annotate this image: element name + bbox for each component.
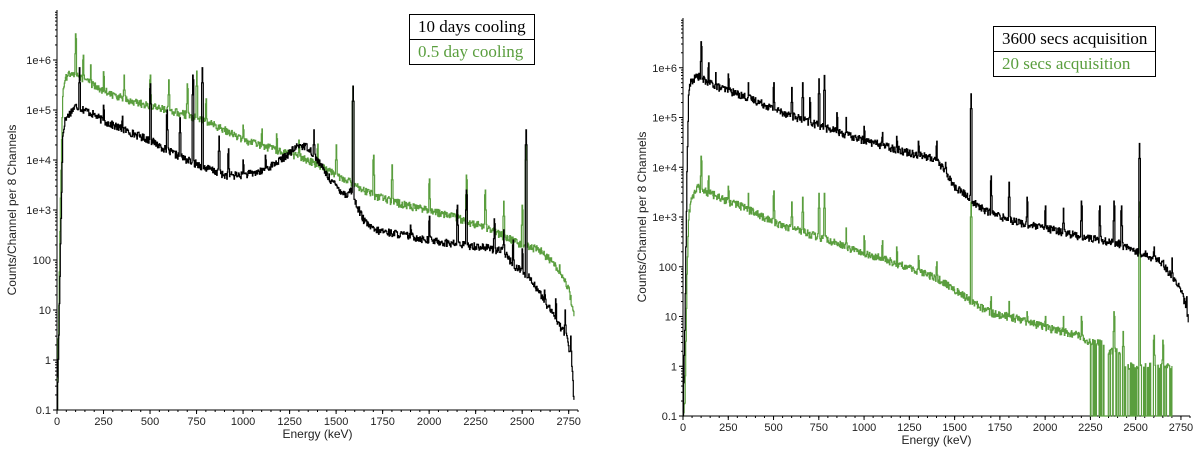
y-tick-label: 1 — [671, 361, 677, 373]
y-tick-label: 100 — [33, 255, 51, 267]
y-tick-label: 100 — [659, 262, 677, 274]
y-tick-label: 1e+4 — [652, 162, 677, 174]
x-tick-label: 0 — [54, 416, 60, 428]
y-tick-label: 1e+3 — [652, 212, 677, 224]
legend-entry-10-days: 10 days cooling — [418, 17, 526, 36]
y-axis-title: Counts/Channel per 8 Channels — [5, 125, 19, 296]
right-chart-panel: 0.1 1 10 100 1e+3 1e+4 1e+5 1e+6 0 250 500 750 1000 1… — [630, 0, 1198, 456]
x-tick-label: 2250 — [463, 416, 487, 428]
x-tick-label: 2000 — [417, 416, 441, 428]
x-tick-label: 500 — [141, 416, 159, 428]
x-tick-label: 2750 — [1169, 422, 1193, 434]
legend-entry-20-secs: 20 secs acquisition — [994, 51, 1156, 76]
legend-entry-3600-secs: 3600 secs acquisition — [1002, 29, 1148, 48]
x-tick-label: 250 — [94, 416, 112, 428]
x-tick-label: 500 — [764, 422, 782, 434]
x-axis-title: Energy (keV) — [901, 433, 971, 447]
y-tick-label: 1e+6 — [26, 55, 51, 67]
right-legend: 3600 secs acquisition 20 secs acquisitio… — [993, 26, 1157, 77]
x-tick-label: 2500 — [1123, 422, 1147, 434]
y-tick-label: 10 — [665, 312, 677, 324]
x-tick-label: 1000 — [231, 416, 255, 428]
x-tick-label: 750 — [810, 422, 828, 434]
y-tick-label: 1e+5 — [26, 105, 51, 117]
y-tick-label: 10 — [39, 305, 51, 317]
x-tick-label: 750 — [187, 416, 205, 428]
y-tick-label: 1e+5 — [652, 113, 677, 125]
y-tick-label: 0.1 — [36, 405, 51, 417]
y-tick-label: 1 — [45, 355, 51, 367]
x-tick-label: 2250 — [1078, 422, 1102, 434]
left-spectrum-chart: 0.1 1 10 100 1e+3 1e+4 1e+5 1e+6 0 250 500 750 1000 1… — [5, 10, 581, 441]
x-tick-label: 1250 — [897, 422, 921, 434]
x-axis-title: Energy (keV) — [282, 427, 352, 441]
x-tick-label: 0 — [680, 422, 686, 434]
series-line-3600-secs-acquisition — [682, 41, 1189, 417]
y-tick-label: 1e+3 — [26, 205, 51, 217]
x-tick-label: 1750 — [370, 416, 394, 428]
x-tick-label: 1500 — [942, 422, 966, 434]
series-line-0-5-day-cooling — [57, 33, 575, 411]
series-line-10-days-cooling — [57, 67, 575, 411]
left-legend: 10 days cooling 0.5 day cooling — [409, 14, 535, 65]
x-tick-label: 2500 — [510, 416, 534, 428]
x-tick-label: 2000 — [1033, 422, 1057, 434]
x-tick-label: 1000 — [852, 422, 876, 434]
x-tick-label: 1750 — [988, 422, 1012, 434]
x-tick-label: 2750 — [556, 416, 580, 428]
y-axis-title: Counts/Channel per 8 Channels — [635, 132, 649, 303]
y-tick-label: 1e+4 — [26, 155, 51, 167]
right-spectrum-chart: 0.1 1 10 100 1e+3 1e+4 1e+5 1e+6 0 250 500 750 1000 1… — [635, 18, 1193, 447]
y-tick-label: 0.1 — [662, 411, 677, 423]
x-tick-label: 250 — [719, 422, 737, 434]
x-tick-label: 1250 — [277, 416, 301, 428]
legend-entry-0-5-day: 0.5 day cooling — [410, 39, 534, 64]
y-tick-label: 1e+6 — [652, 63, 677, 75]
left-chart-panel: 0.1 1 10 100 1e+3 1e+4 1e+5 1e+6 0 250 500 750 1000 1… — [0, 0, 590, 456]
x-tick-label: 1500 — [324, 416, 348, 428]
series-line-20-secs-acquisition — [682, 155, 1173, 417]
